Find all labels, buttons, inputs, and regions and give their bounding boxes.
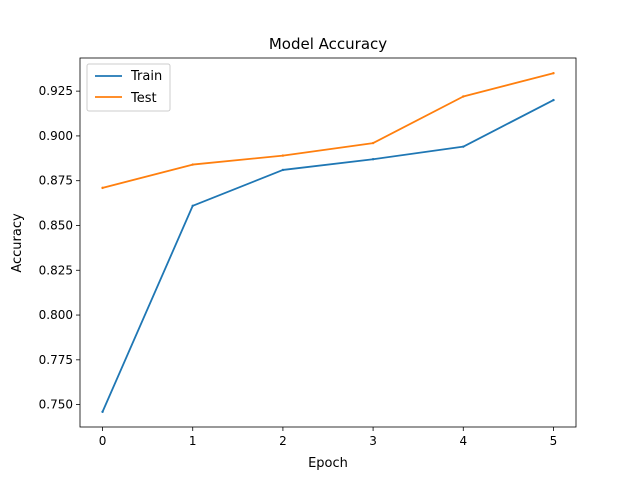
series-line-train bbox=[101, 98, 555, 413]
y-tick-label: 0.850 bbox=[39, 218, 73, 232]
data-point-train bbox=[281, 168, 285, 172]
series-lines bbox=[101, 72, 555, 413]
data-point-test bbox=[552, 72, 555, 75]
y-tick-label: 0.900 bbox=[39, 129, 73, 143]
y-axis-ticks: 0.750 0.775 0.800 0.825 0.850 0.875 0.900 0.925 bbox=[39, 84, 80, 412]
x-tick-label: 5 bbox=[550, 434, 558, 448]
x-tick-label: 0 bbox=[99, 434, 107, 448]
y-tick-label: 0.750 bbox=[39, 398, 73, 412]
plot-area bbox=[80, 58, 576, 427]
x-axis-label: Epoch bbox=[308, 456, 348, 471]
legend-train-label: Train bbox=[130, 69, 162, 84]
data-point-train bbox=[371, 158, 375, 161]
series-line-test bbox=[101, 72, 555, 189]
chart-title: Model Accuracy bbox=[269, 35, 387, 53]
data-point-train bbox=[462, 145, 465, 148]
y-tick-label: 0.925 bbox=[39, 84, 73, 98]
x-tick-label: 2 bbox=[279, 434, 287, 448]
data-point-train bbox=[101, 410, 104, 413]
x-tick-label: 3 bbox=[369, 434, 377, 448]
x-axis-ticks: 0 1 2 3 4 5 bbox=[99, 427, 558, 448]
data-point-train bbox=[552, 98, 555, 102]
y-tick-label: 0.775 bbox=[39, 353, 73, 367]
data-point-test bbox=[371, 141, 375, 145]
plot-frame bbox=[79, 57, 577, 428]
data-point-train bbox=[191, 204, 194, 207]
data-point-test bbox=[281, 154, 285, 157]
x-tick-label: 1 bbox=[189, 434, 197, 448]
legend: Train Test bbox=[86, 63, 171, 112]
y-tick-label: 0.825 bbox=[39, 263, 73, 277]
legend-test-label: Test bbox=[130, 91, 157, 106]
data-point-test bbox=[191, 163, 194, 166]
x-tick-label: 4 bbox=[459, 434, 467, 448]
y-tick-label: 0.875 bbox=[39, 174, 73, 188]
data-point-test bbox=[462, 95, 465, 98]
data-point-test bbox=[101, 186, 104, 190]
y-tick-label: 0.800 bbox=[39, 308, 73, 322]
y-axis-label: Accuracy bbox=[10, 213, 25, 273]
